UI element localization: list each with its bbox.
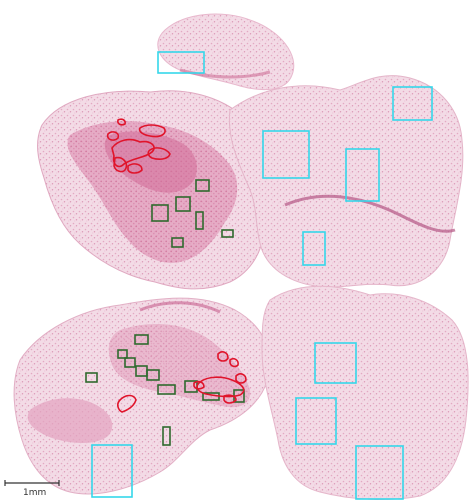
dense-region-lower-left-edge — [27, 398, 113, 443]
green-region[interactable] — [151, 204, 169, 222]
red-region[interactable] — [235, 373, 247, 384]
red-region[interactable] — [127, 163, 143, 174]
green-regions — [85, 179, 245, 446]
cyan-region[interactable] — [355, 445, 404, 500]
red-region[interactable] — [196, 376, 245, 398]
tissue-fragment-right-lower — [261, 285, 469, 500]
green-region[interactable] — [85, 372, 98, 383]
cyan-region[interactable] — [302, 231, 326, 266]
cyan-region[interactable] — [262, 130, 310, 179]
red-region[interactable] — [106, 131, 120, 141]
green-region[interactable] — [117, 349, 128, 359]
red-region[interactable] — [117, 118, 126, 126]
red-region[interactable] — [147, 147, 171, 160]
red-regions — [106, 118, 247, 413]
green-region[interactable] — [195, 179, 210, 192]
green-region[interactable] — [221, 229, 234, 238]
green-region[interactable] — [171, 237, 184, 248]
red-region[interactable] — [113, 156, 128, 173]
red-region[interactable] — [138, 124, 166, 138]
dense-region-upper-core — [104, 131, 197, 193]
cyan-region[interactable] — [91, 444, 133, 498]
red-region[interactable] — [223, 394, 237, 404]
red-region[interactable] — [117, 394, 137, 413]
fold-line-right — [284, 194, 456, 233]
green-region[interactable] — [157, 384, 176, 395]
red-region[interactable] — [217, 351, 229, 362]
cyan-region[interactable] — [295, 397, 337, 445]
dense-stain-regions — [27, 68, 456, 443]
cyan-regions — [91, 51, 433, 500]
fold-line-lower — [139, 301, 221, 314]
scale-bar: 1mm — [4, 480, 60, 498]
cyan-region[interactable] — [345, 148, 380, 202]
cyan-region[interactable] — [314, 342, 357, 384]
green-region[interactable] — [162, 426, 171, 446]
red-region[interactable] — [193, 380, 205, 390]
green-region[interactable] — [195, 211, 204, 230]
dense-region-lower-center — [108, 324, 251, 408]
red-region[interactable] — [111, 138, 155, 168]
green-region[interactable] — [175, 196, 191, 212]
tissue-fragment-top — [157, 13, 295, 91]
cyan-region[interactable] — [157, 51, 205, 74]
red-region[interactable] — [229, 358, 239, 368]
green-region[interactable] — [134, 334, 149, 345]
green-region[interactable] — [146, 369, 160, 381]
cyan-region[interactable] — [392, 86, 433, 121]
scale-bar-label: 1mm — [23, 488, 46, 498]
green-region[interactable] — [124, 357, 136, 368]
